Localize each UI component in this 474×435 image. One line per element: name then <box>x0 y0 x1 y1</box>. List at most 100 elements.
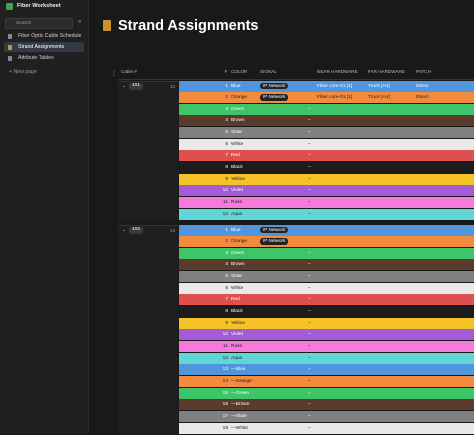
collapse-button[interactable]: « <box>78 19 81 25</box>
group-count: 24 <box>170 228 175 233</box>
strand-number: 1 <box>219 225 228 237</box>
strand-number: 4 <box>219 115 228 127</box>
strand-number: 11 <box>219 197 228 209</box>
color-name: Brown <box>231 115 245 127</box>
strand-number: 11 <box>219 341 228 353</box>
group-count: 12 <box>170 84 175 89</box>
page-link[interactable]: Fiber Optic Cable Schedule <box>4 31 84 41</box>
color-name: Violet <box>231 329 243 341</box>
color-name: Slate <box>231 127 242 139</box>
near-cell: Fiber core-01 [1] <box>317 81 352 93</box>
strand-number: 5 <box>219 271 228 283</box>
signal-cell: IP Network <box>260 81 288 93</box>
strand-number: 2 <box>219 236 228 248</box>
signal-cell: – <box>308 376 311 388</box>
far-cell: Truck [A4] <box>368 92 390 104</box>
signal-cell: – <box>308 104 311 116</box>
strand-number: 14 <box>219 376 228 388</box>
strand-number: 7 <box>219 150 228 162</box>
search-box[interactable]: Search <box>5 18 73 29</box>
signal-cell: – <box>308 127 311 139</box>
app-icon <box>6 3 13 10</box>
color-name: Brown <box>231 259 245 271</box>
page-link[interactable]: Attribute Tables <box>4 53 84 63</box>
signal-cell: – <box>308 174 311 186</box>
signal-cell: – <box>308 197 311 209</box>
color-name: White <box>231 139 243 151</box>
color-name: Red <box>231 294 240 306</box>
page-icon <box>8 34 12 39</box>
strand-number: 3 <box>219 248 228 260</box>
signal-cell: IP Network <box>260 236 288 248</box>
strand-number: 8 <box>219 306 228 318</box>
signal-tag[interactable]: IP Network <box>260 83 288 90</box>
column-header: # <box>223 69 227 74</box>
signal-cell: – <box>308 341 311 353</box>
patch-cell: Direct <box>416 81 429 93</box>
group-toggle[interactable]: ⌄ <box>122 83 126 89</box>
strand-row: 18—White– <box>179 423 474 434</box>
signal-tag[interactable]: IP Network <box>260 94 288 101</box>
group-toggle[interactable]: ⌄ <box>122 227 126 233</box>
signal-cell: – <box>308 139 311 151</box>
signal-cell: – <box>308 423 311 435</box>
column-header: COLOR <box>231 69 247 74</box>
strand-row: 14—Orange – <box>179 376 474 387</box>
strand-number: 16 <box>219 399 228 411</box>
signal-cell: – <box>308 318 311 330</box>
signal-tag[interactable]: IP Network <box>260 227 288 234</box>
strand-number: 18 <box>219 423 228 435</box>
far-cell: Truck [A4] <box>368 81 390 93</box>
near-cell: Fiber core-01 [1] <box>317 92 352 104</box>
signal-cell: – <box>308 294 311 306</box>
strand-number: 13 <box>219 364 228 376</box>
color-name: Rose <box>231 197 242 209</box>
strand-number: 12 <box>219 353 228 365</box>
color-name: Yellow <box>231 318 245 330</box>
signal-cell: – <box>308 248 311 260</box>
cable-number: 102 <box>129 227 143 234</box>
group-panel <box>118 225 178 435</box>
color-name: Red <box>231 150 240 162</box>
signal-cell: – <box>308 271 311 283</box>
strand-number: 12 <box>219 209 228 221</box>
signal-cell: – <box>308 162 311 174</box>
page-title: Strand Assignments <box>118 18 258 34</box>
sidebar: Fiber Worksheet Search « Fiber Optic Cab… <box>0 0 89 433</box>
table-menu[interactable]: ⋮ <box>111 70 117 77</box>
column-header: PATCH <box>416 69 431 74</box>
signal-cell: – <box>308 306 311 318</box>
signal-tag[interactable]: IP Network <box>260 238 288 245</box>
page-link[interactable]: Strand Assignments <box>4 42 84 52</box>
page-icon <box>8 45 12 50</box>
column-header: NEAR HARDWARE <box>317 69 358 74</box>
color-name: Orange <box>231 92 247 104</box>
cable-number: 101 <box>129 83 143 90</box>
strand-number: 17 <box>219 411 228 423</box>
new-page-button[interactable]: + New page <box>4 67 84 77</box>
strand-number: 15 <box>219 388 228 400</box>
strand-number: 3 <box>219 104 228 116</box>
color-name: —Orange <box>231 376 252 388</box>
signal-cell: – <box>308 185 311 197</box>
signal-cell: – <box>308 388 311 400</box>
color-name: Rose <box>231 341 242 353</box>
strand-number: 5 <box>219 127 228 139</box>
strand-number: 4 <box>219 259 228 271</box>
color-name: Black <box>231 162 243 174</box>
